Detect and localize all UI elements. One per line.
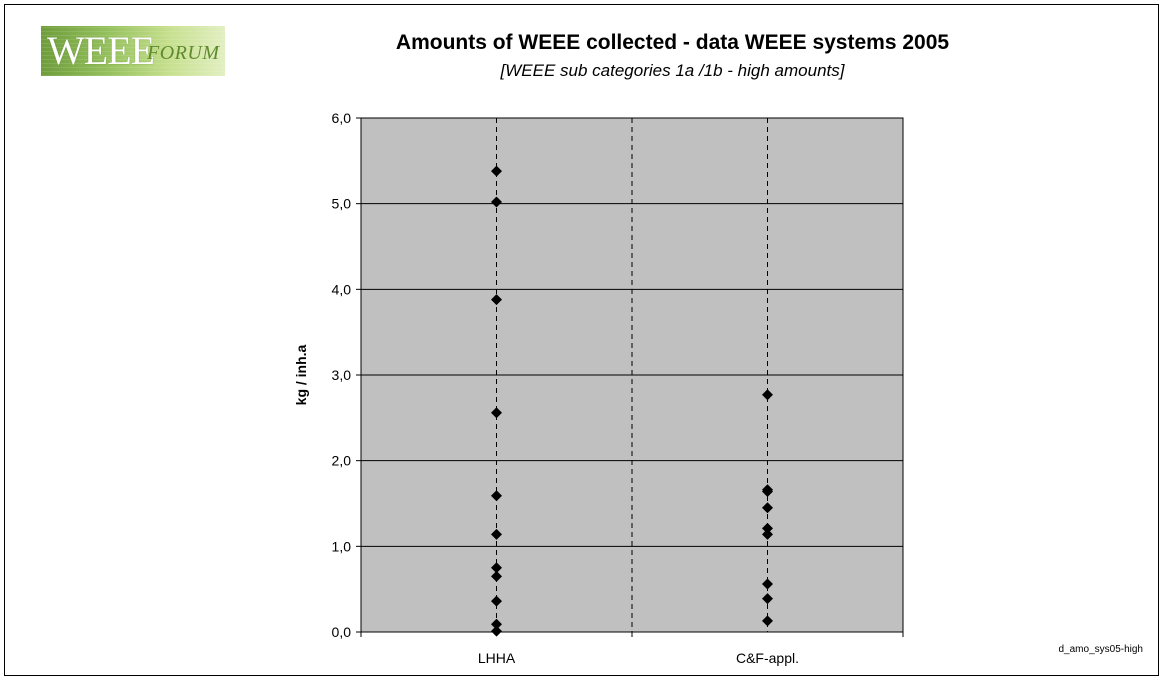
footnote: d_amo_sys05-high <box>1058 644 1144 655</box>
data-point <box>491 595 502 607</box>
data-point <box>491 528 502 540</box>
data-point <box>762 389 773 401</box>
data-point <box>762 528 773 540</box>
x-tick-label: C&F-appl. <box>736 650 799 666</box>
data-point <box>762 486 773 498</box>
y-tick-label: 0,0 <box>332 624 352 640</box>
y-tick-labels: 0,0 1,0 2,0 3,0 4,0 5,0 6,0 <box>332 110 352 640</box>
data-point <box>491 196 502 208</box>
y-tick-label: 1,0 <box>332 538 352 554</box>
x-tick-label: LHHA <box>478 650 516 666</box>
data-points <box>491 165 773 637</box>
data-point <box>491 165 502 177</box>
data-point <box>762 502 773 514</box>
y-tick-label: 2,0 <box>332 453 352 469</box>
data-point <box>762 593 773 605</box>
logo-sub-text: FORUM <box>147 42 220 64</box>
data-point <box>762 615 773 627</box>
data-point <box>762 522 773 534</box>
chart-subtitle: [WEEE sub categories 1a /1b - high amoun… <box>500 61 845 80</box>
axes <box>356 117 904 637</box>
y-tick-label: 4,0 <box>332 281 352 297</box>
data-point <box>762 578 773 590</box>
chart-title: Amounts of WEEE collected - data WEEE sy… <box>395 31 950 54</box>
data-point <box>491 294 502 306</box>
y-axis-title: kg / inh.a <box>293 344 309 405</box>
data-point <box>491 570 502 582</box>
data-point <box>491 618 502 630</box>
logo-texture <box>41 26 225 76</box>
data-point <box>491 407 502 419</box>
x-tick-labels: LHHA C&F-appl. <box>478 650 799 666</box>
data-point <box>491 562 502 574</box>
data-point <box>491 625 502 637</box>
weee-forum-logo: WEEE FORUM <box>41 26 225 76</box>
y-tick-label: 5,0 <box>332 196 352 212</box>
y-tick-label: 6,0 <box>332 110 352 126</box>
logo-main-text: WEEE <box>47 28 155 73</box>
data-point <box>491 490 502 502</box>
y-tick-label: 3,0 <box>332 367 352 383</box>
